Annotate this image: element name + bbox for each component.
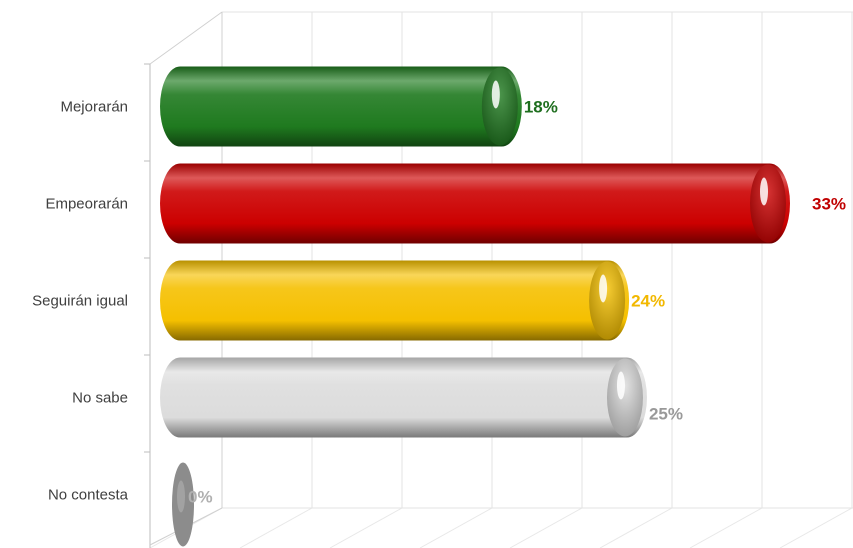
bar-end-cap xyxy=(750,164,786,243)
bar-highlight xyxy=(177,480,185,513)
bar-highlight xyxy=(491,80,500,109)
bar-highlight xyxy=(616,371,625,400)
category-label: Empeorarán xyxy=(45,196,128,213)
floor-gridline xyxy=(329,507,403,548)
data-label: 24% xyxy=(631,292,665,311)
data-label: 25% xyxy=(649,405,683,424)
bar-end-cap xyxy=(481,67,518,146)
floor-gridline xyxy=(509,507,583,548)
bar-end-cap xyxy=(606,358,643,437)
label-layer: Mejorarán 18% Empeorarán 33% Seguirán igual 2… xyxy=(32,98,846,507)
floor-gridline xyxy=(689,507,763,548)
floor-gridline xyxy=(779,507,853,548)
floor-gridline xyxy=(419,507,493,548)
bar-highlight xyxy=(599,274,608,303)
bar-2 xyxy=(160,163,790,244)
data-label: 33% xyxy=(812,195,846,214)
category-label: Seguirán igual xyxy=(32,293,128,310)
floor-gridline xyxy=(239,507,313,548)
data-label: 18% xyxy=(524,98,558,117)
bar-4 xyxy=(160,357,647,438)
chart-grid xyxy=(149,11,853,548)
bar-highlight xyxy=(760,177,768,206)
bar-1 xyxy=(160,66,522,147)
category-label: Mejorarán xyxy=(60,99,128,116)
category-label: No sabe xyxy=(72,390,128,407)
bar-end-cap xyxy=(589,261,626,340)
bar-series xyxy=(160,66,790,547)
bar-3 xyxy=(160,260,630,341)
data-label: 0% xyxy=(188,488,213,507)
category-label: No contesta xyxy=(48,487,129,504)
floor-gridline xyxy=(599,507,673,548)
side-wall-top-edge xyxy=(149,11,223,65)
